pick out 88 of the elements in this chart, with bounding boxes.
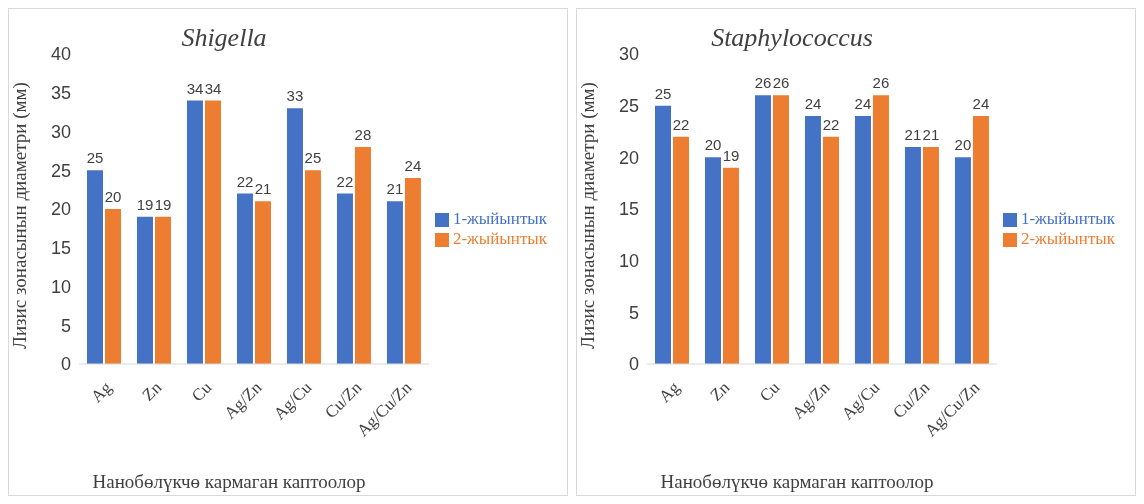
x-tick-label: Cu [755, 377, 784, 406]
data-label: 21 [254, 180, 272, 198]
chart-title: Staphylococcus [711, 23, 873, 52]
data-label: 21 [904, 126, 922, 143]
data-label: 20 [104, 188, 122, 205]
bar [822, 136, 839, 364]
y-axis-title: Лизис зонасынын диаметри (мм) [8, 82, 31, 349]
y-tick-label: 10 [618, 251, 639, 272]
x-tick-label: Zn [706, 377, 734, 405]
x-axis-title: Нанобөлүкчө кармаган каптоолор [91, 471, 367, 493]
data-label: 19 [136, 195, 154, 213]
data-label: 26 [772, 74, 790, 92]
y-tick-label: 30 [618, 44, 639, 65]
bar [872, 95, 889, 364]
data-label: 24 [804, 95, 822, 112]
data-label: 19 [154, 195, 172, 213]
y-tick-label: 20 [618, 147, 639, 168]
data-label: 24 [854, 95, 872, 112]
data-label: 24 [972, 95, 990, 112]
y-tick-label: 30 [50, 121, 71, 142]
data-label: 22 [822, 115, 840, 133]
data-label: 22 [672, 115, 690, 133]
data-label: 34 [204, 79, 222, 97]
bar [754, 95, 771, 364]
legend-label: 2-жыйынтык [1020, 229, 1115, 248]
data-label: 21 [922, 126, 940, 143]
y-tick-label: 15 [50, 238, 71, 259]
data-label: 25 [654, 84, 672, 102]
y-tick-label: 35 [50, 83, 71, 104]
bar [336, 193, 353, 364]
bar [304, 170, 321, 364]
bar [354, 147, 371, 364]
y-tick-label: 0 [628, 354, 639, 375]
bar [673, 136, 689, 364]
y-tick-label: 40 [50, 44, 71, 65]
y-tick-label: 0 [60, 354, 71, 375]
y-axis-title: Лизис зонасынын диаметри (мм) [576, 82, 599, 349]
data-label: 20 [704, 136, 722, 154]
bar [386, 201, 403, 364]
bar [204, 100, 221, 364]
x-axis-title: Нанобөлүкчө кармаган каптоолор [659, 471, 935, 493]
x-tick-label: Ag [655, 377, 684, 407]
bar [236, 193, 253, 364]
data-label: 22 [336, 172, 354, 190]
bar [286, 108, 303, 364]
bar [804, 116, 821, 364]
bar [954, 157, 971, 364]
data-label: 25 [86, 149, 104, 167]
data-label: 34 [186, 79, 204, 97]
bar [105, 209, 121, 364]
data-label: 33 [286, 87, 304, 105]
bar [922, 147, 939, 364]
data-label: 28 [354, 126, 372, 143]
y-tick-label: 5 [60, 315, 71, 336]
y-tick-label: 20 [50, 199, 71, 220]
data-label: 26 [872, 74, 890, 92]
legend-label: 1-жыйынтык [1020, 209, 1115, 228]
bar [772, 95, 789, 364]
legend-label: 2-жыйынтык [452, 229, 547, 248]
x-tick-label: Cu [187, 377, 216, 406]
data-label: 19 [722, 146, 740, 164]
y-tick-label: 15 [618, 199, 639, 220]
bar [186, 100, 203, 364]
bar [704, 157, 721, 364]
data-label: 26 [754, 74, 772, 92]
bar [722, 167, 739, 364]
bar [87, 170, 103, 364]
y-tick-label: 5 [628, 302, 639, 323]
data-label: 20 [954, 136, 972, 154]
x-tick-label: Zn [138, 377, 166, 405]
y-tick-label: 10 [50, 276, 71, 297]
data-label: 22 [236, 172, 254, 190]
data-label: 21 [386, 180, 404, 198]
data-label: 24 [404, 157, 422, 174]
legend-label: 1-жыйынтык [452, 209, 547, 228]
chart-title: Shigella [181, 23, 267, 52]
x-tick-label: Ag [87, 377, 116, 407]
bar [154, 216, 171, 364]
bar [904, 147, 921, 364]
y-tick-label: 25 [618, 96, 639, 117]
bar [655, 105, 671, 364]
bar [972, 116, 989, 364]
bar [854, 116, 871, 364]
data-label: 25 [304, 149, 322, 167]
bar [254, 201, 271, 364]
y-tick-label: 25 [50, 160, 71, 181]
bar [136, 216, 153, 364]
bar [404, 178, 421, 364]
